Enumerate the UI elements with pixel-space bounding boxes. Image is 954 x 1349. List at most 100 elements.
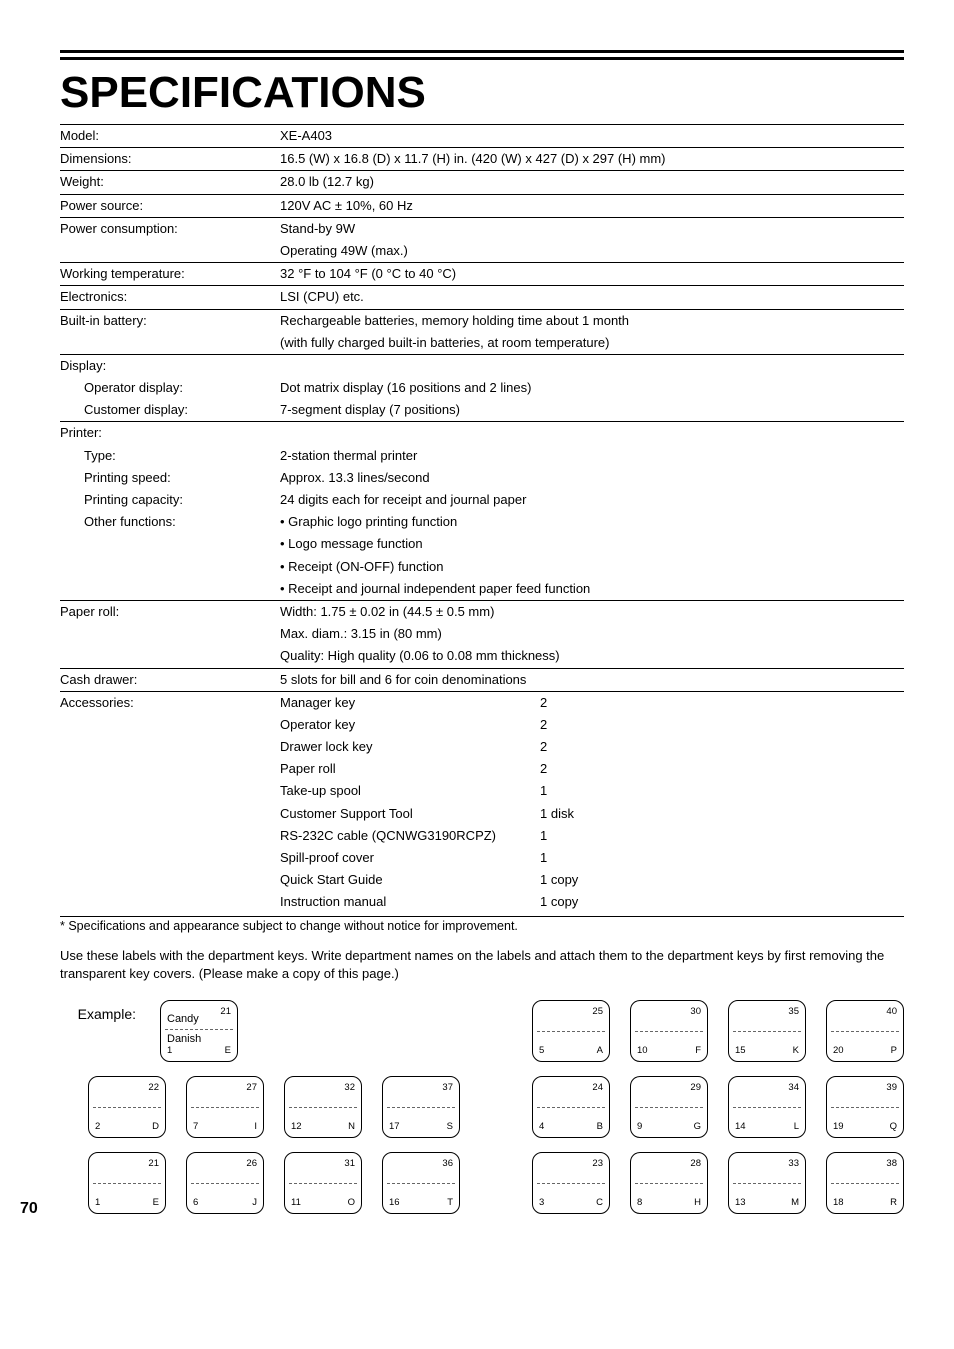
department-key-label: 4020P — [826, 1000, 904, 1062]
department-key-label: 3111O — [284, 1152, 362, 1214]
spec-label: Printer: — [60, 422, 280, 444]
spec-value: Approx. 13.3 lines/second — [280, 467, 904, 489]
spec-label: Cash drawer: — [60, 669, 280, 692]
department-key-label: 3919Q — [826, 1076, 904, 1138]
spec-label: Printing speed: — [60, 467, 280, 489]
department-key-label: 222D — [88, 1076, 166, 1138]
key-labels-area: Example: 21CandyDanish1E 255A 3010F 3515K 4… — [60, 1000, 904, 1214]
spec-label: Electronics: — [60, 286, 280, 309]
spec-label: Paper roll: — [60, 601, 280, 623]
department-key-label: 288H — [630, 1152, 708, 1214]
spec-value: Stand-by 9W — [280, 218, 904, 240]
spec-value: • Logo message function — [280, 533, 904, 555]
spec-value: • Receipt (ON-OFF) function — [280, 556, 904, 578]
spec-value: • Receipt and journal independent paper … — [280, 578, 904, 601]
example-label: Example: — [60, 1000, 140, 1022]
department-key-label: 233C — [532, 1152, 610, 1214]
spec-label: Printing capacity: — [60, 489, 280, 511]
accessory-row: Operator key2 — [280, 714, 904, 736]
footnote: * Specifications and appearance subject … — [60, 916, 904, 933]
spec-label: Weight: — [60, 171, 280, 194]
department-key-label: 211E — [88, 1152, 166, 1214]
department-key-label: 255A — [532, 1000, 610, 1062]
page-number: 70 — [20, 1200, 38, 1218]
spec-label: Customer display: — [60, 399, 280, 422]
specifications-table: Model:XE-A403Dimensions:16.5 (W) x 16.8 … — [60, 124, 904, 692]
spec-value: Dot matrix display (16 positions and 2 l… — [280, 377, 904, 399]
spec-label: Other functions: — [60, 511, 280, 533]
accessories-label — [60, 780, 280, 802]
department-key-label: 277I — [186, 1076, 264, 1138]
spec-value: 32 °F to 104 °F (0 °C to 40 °C) — [280, 263, 904, 286]
example-key: 21CandyDanish1E — [160, 1000, 238, 1062]
spec-value: XE-A403 — [280, 125, 904, 148]
accessory-row: Manager key2 — [280, 692, 904, 714]
accessories-label — [60, 714, 280, 736]
spec-label — [60, 645, 280, 668]
department-key-label: 3313M — [728, 1152, 806, 1214]
accessory-row: Take-up spool1 — [280, 780, 904, 802]
spec-label: Type: — [60, 445, 280, 467]
spec-value: 120V AC ± 10%, 60 Hz — [280, 195, 904, 218]
spec-label: Model: — [60, 125, 280, 148]
accessories-label — [60, 825, 280, 847]
accessories-label — [60, 847, 280, 869]
spec-value: (with fully charged built-in batteries, … — [280, 332, 904, 355]
spec-label — [60, 556, 280, 578]
spec-label — [60, 578, 280, 601]
spec-value: Operating 49W (max.) — [280, 240, 904, 263]
spec-label — [60, 332, 280, 355]
accessories-label — [60, 869, 280, 891]
spec-label: Power consumption: — [60, 218, 280, 240]
spec-value — [280, 422, 904, 444]
accessories-label: Accessories: — [60, 692, 280, 714]
spec-label: Built-in battery: — [60, 310, 280, 332]
spec-value: Quality: High quality (0.06 to 0.08 mm t… — [280, 645, 904, 668]
department-key-label: 3010F — [630, 1000, 708, 1062]
department-key-label: 3717S — [382, 1076, 460, 1138]
accessory-row: Spill-proof cover1 — [280, 847, 904, 869]
spec-value: 5 slots for bill and 6 for coin denomina… — [280, 669, 904, 692]
department-key-label: 244B — [532, 1076, 610, 1138]
spec-value: • Graphic logo printing function — [280, 511, 904, 533]
spec-label — [60, 240, 280, 263]
spec-value: 24 digits each for receipt and journal p… — [280, 489, 904, 511]
accessory-row: Drawer lock key2 — [280, 736, 904, 758]
spec-value: Width: 1.75 ± 0.02 in (44.5 ± 0.5 mm) — [280, 601, 904, 623]
spec-value: LSI (CPU) etc. — [280, 286, 904, 309]
accessory-row: Instruction manual1 copy — [280, 891, 904, 913]
spec-value: 16.5 (W) x 16.8 (D) x 11.7 (H) in. (420 … — [280, 148, 904, 171]
department-key-label: 299G — [630, 1076, 708, 1138]
department-key-label: 3818R — [826, 1152, 904, 1214]
top-rule — [60, 50, 904, 60]
page-title: SPECIFICATIONS — [60, 68, 904, 118]
accessories-label — [60, 758, 280, 780]
department-key-label: 3414L — [728, 1076, 806, 1138]
spec-label: Dimensions: — [60, 148, 280, 171]
spec-label: Working temperature: — [60, 263, 280, 286]
department-key-label: 3212N — [284, 1076, 362, 1138]
spec-label: Display: — [60, 355, 280, 377]
department-key-label: 3616T — [382, 1152, 460, 1214]
spec-value: 2-station thermal printer — [280, 445, 904, 467]
spec-value: Max. diam.: 3.15 in (80 mm) — [280, 623, 904, 645]
spec-value: Rechargeable batteries, memory holding t… — [280, 310, 904, 332]
accessory-row: Quick Start Guide1 copy — [280, 869, 904, 891]
spec-label — [60, 533, 280, 555]
department-key-label: 3515K — [728, 1000, 806, 1062]
department-key-label: 266J — [186, 1152, 264, 1214]
accessories-label — [60, 803, 280, 825]
spec-value: 7-segment display (7 positions) — [280, 399, 904, 422]
spec-label — [60, 623, 280, 645]
accessory-row: Paper roll2 — [280, 758, 904, 780]
spec-value: 28.0 lb (12.7 kg) — [280, 171, 904, 194]
accessories-label — [60, 891, 280, 913]
spec-value — [280, 355, 904, 377]
spec-label: Power source: — [60, 195, 280, 218]
accessories-table: Accessories:Manager key2Operator key2Dra… — [60, 692, 904, 914]
accessory-row: Customer Support Tool1 disk — [280, 803, 904, 825]
accessories-label — [60, 736, 280, 758]
accessory-row: RS-232C cable (QCNWG3190RCPZ)1 — [280, 825, 904, 847]
spec-label: Operator display: — [60, 377, 280, 399]
labels-intro: Use these labels with the department key… — [60, 947, 904, 985]
